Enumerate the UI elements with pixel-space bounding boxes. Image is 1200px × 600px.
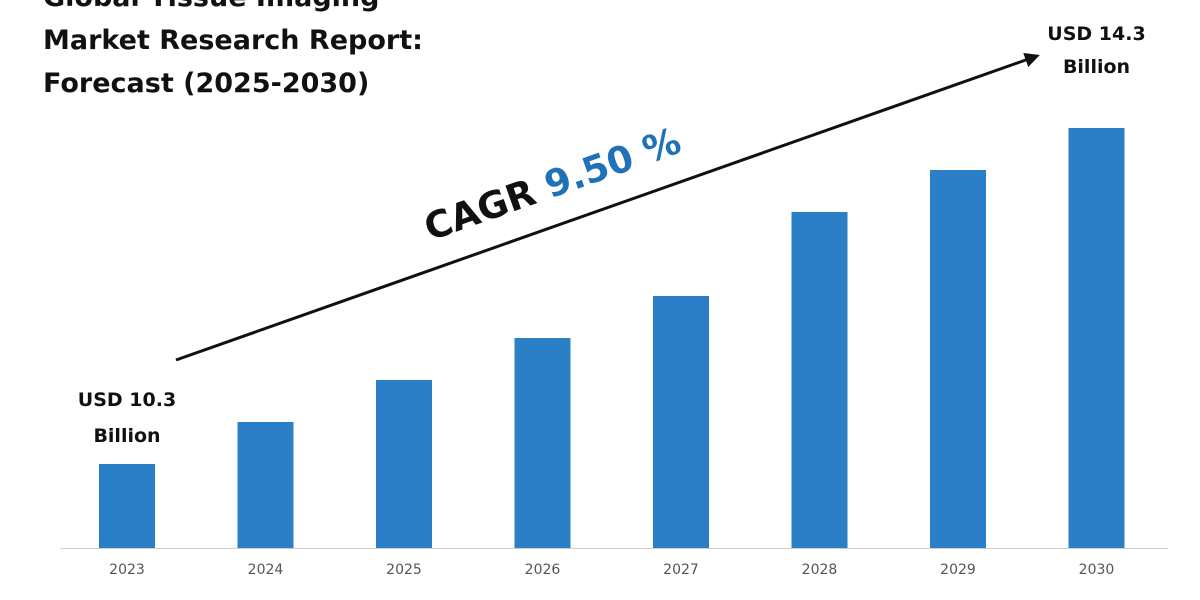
x-tick-label-2026: 2026 bbox=[525, 562, 561, 578]
bar-2028 bbox=[791, 212, 848, 548]
x-tick-label-2024: 2024 bbox=[248, 562, 284, 578]
bar-2027 bbox=[653, 296, 709, 548]
start-value-label: USD 10.3 bbox=[78, 389, 176, 411]
bar-2025 bbox=[376, 380, 432, 548]
x-tick-label-2028: 2028 bbox=[802, 562, 838, 578]
cagr-value: 9.50 % bbox=[539, 119, 687, 207]
x-tick-label-2029: 2029 bbox=[940, 562, 976, 578]
cagr-label: CAGR 9.50 % bbox=[419, 119, 687, 249]
x-tick-label-2025: 2025 bbox=[386, 562, 422, 578]
trend-arrow bbox=[175, 52, 1040, 362]
x-tick-label-2023: 2023 bbox=[109, 562, 145, 578]
x-tick-label-2030: 2030 bbox=[1079, 562, 1115, 578]
bar-2024 bbox=[237, 422, 294, 548]
end-value-label: USD 14.3 bbox=[1047, 23, 1145, 45]
end-value-unit: Billion bbox=[1063, 56, 1130, 78]
cagr-prefix: CAGR bbox=[419, 166, 554, 249]
start-value-unit: Billion bbox=[93, 425, 160, 447]
cagr-text: CAGR 9.50 % bbox=[419, 119, 687, 249]
bar-2029 bbox=[930, 170, 986, 548]
chart-title: Global Tissue Imaging Market Research Re… bbox=[43, 0, 423, 99]
bar-2026 bbox=[514, 338, 571, 548]
x-tick-label-2027: 2027 bbox=[663, 562, 699, 578]
bar-2030 bbox=[1068, 128, 1125, 548]
bar-2023 bbox=[99, 464, 155, 548]
